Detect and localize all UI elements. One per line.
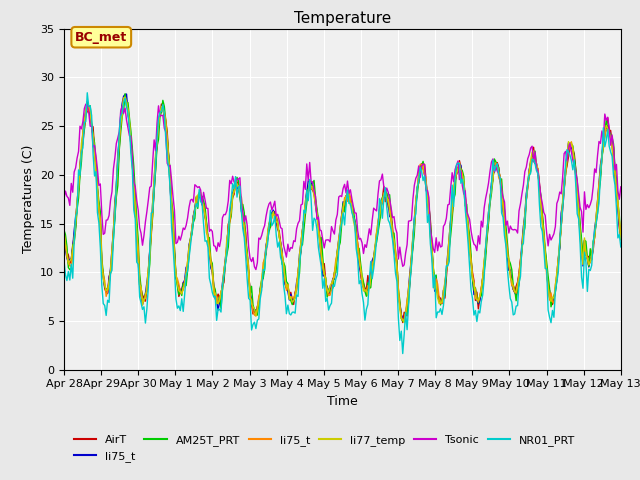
Legend: AirT, li75_t, AM25T_PRT, li75_t, li77_temp, Tsonic, NR01_PRT: AirT, li75_t, AM25T_PRT, li75_t, li77_te…: [70, 431, 580, 466]
Y-axis label: Temperatures (C): Temperatures (C): [22, 145, 35, 253]
X-axis label: Time: Time: [327, 395, 358, 408]
Title: Temperature: Temperature: [294, 11, 391, 26]
Text: BC_met: BC_met: [75, 31, 127, 44]
